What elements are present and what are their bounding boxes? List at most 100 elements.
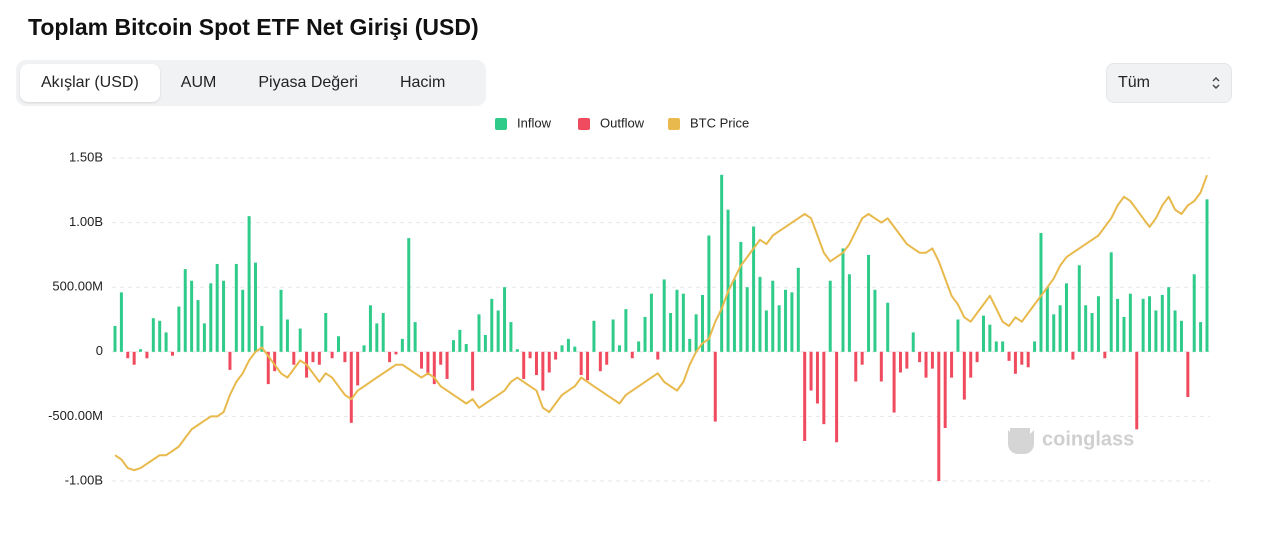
bar: [158, 320, 162, 352]
bar: [688, 338, 692, 352]
bar: [758, 276, 762, 352]
bar: [560, 345, 564, 352]
bar: [1065, 283, 1069, 352]
bar: [847, 274, 851, 352]
bar: [362, 345, 366, 352]
bar: [649, 293, 653, 352]
bar: [1026, 351, 1030, 368]
bar: [368, 305, 372, 352]
bar: [630, 351, 634, 359]
bar: [522, 351, 526, 379]
bar: [637, 341, 641, 352]
bar: [841, 248, 845, 352]
bar: [183, 269, 187, 352]
bar: [407, 238, 411, 352]
tab[interactable]: Hacim: [399, 74, 446, 91]
bar: [343, 351, 347, 363]
legend-label: Inflow: [517, 115, 552, 130]
bar: [464, 344, 468, 352]
y-tick-label: 500.00M: [52, 279, 103, 294]
bar: [656, 351, 660, 360]
bar: [260, 325, 264, 352]
bar: [988, 324, 992, 352]
bar: [375, 323, 379, 352]
bar: [279, 289, 283, 352]
bar: [196, 300, 200, 352]
watermark: coinglass: [1008, 428, 1134, 454]
bar: [445, 351, 449, 379]
bar: [681, 293, 685, 352]
bar: [911, 332, 915, 352]
bar: [139, 349, 143, 352]
bar: [509, 322, 513, 352]
bar: [298, 328, 302, 352]
bar: [815, 351, 819, 404]
bar: [867, 254, 871, 352]
bar: [1192, 274, 1196, 352]
bar: [1148, 296, 1152, 352]
bar: [777, 305, 781, 352]
bar: [439, 351, 443, 365]
bar: [1052, 314, 1056, 352]
bar: [253, 262, 257, 352]
legend-swatch: [668, 118, 680, 130]
bar: [1071, 351, 1075, 360]
bar: [151, 318, 155, 352]
bar: [324, 313, 328, 352]
bar: [534, 351, 538, 376]
bar: [1141, 298, 1145, 352]
bar: [828, 280, 832, 352]
bar: [943, 351, 947, 429]
legend-label: Outflow: [600, 115, 645, 130]
tab[interactable]: AUM: [180, 74, 217, 91]
bar: [879, 351, 883, 382]
select-arrows: [1212, 77, 1220, 89]
bar: [471, 351, 475, 391]
bar: [1167, 287, 1171, 352]
bar: [617, 345, 621, 352]
bar: [413, 322, 417, 352]
bar: [215, 263, 219, 352]
bar: [1090, 313, 1094, 352]
bar: [566, 338, 570, 352]
bar: [726, 209, 730, 352]
bar: [937, 351, 941, 481]
tab[interactable]: Piyasa Değeri: [258, 74, 358, 91]
bar: [707, 235, 711, 352]
bar: [177, 306, 181, 352]
bar: [311, 351, 315, 363]
bar: [451, 340, 455, 352]
bar: [426, 351, 430, 376]
bar: [1058, 305, 1062, 352]
bar: [330, 351, 334, 359]
y-tick-label: 1.00B: [69, 214, 103, 229]
bar: [598, 351, 602, 372]
range-select[interactable]: Tüm: [1106, 63, 1232, 103]
bar: [1128, 293, 1132, 352]
bar: [713, 351, 717, 422]
bar: [541, 351, 545, 391]
bar: [975, 351, 979, 363]
bar: [732, 279, 736, 352]
bar: [1033, 341, 1037, 352]
bar: [892, 351, 896, 413]
bar: [247, 216, 251, 352]
bar: [669, 313, 673, 352]
bar: [1135, 351, 1139, 430]
bar: [752, 226, 756, 352]
bar: [1084, 305, 1088, 352]
bar: [803, 351, 807, 441]
bar: [1154, 310, 1158, 352]
bar: [771, 280, 775, 352]
bar: [292, 351, 296, 365]
bar: [969, 351, 973, 378]
bar: [1205, 199, 1209, 352]
bar: [209, 283, 213, 352]
bar: [190, 280, 194, 352]
price-line: [114, 174, 1208, 472]
bar: [886, 302, 890, 352]
tab[interactable]: Akışlar (USD): [20, 64, 160, 102]
bar: [790, 292, 794, 352]
y-tick-label: 1.50B: [69, 149, 103, 164]
